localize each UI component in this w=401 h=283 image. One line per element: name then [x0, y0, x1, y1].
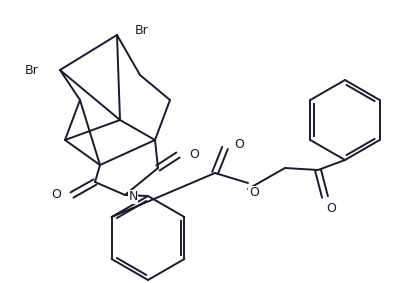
Text: O: O: [234, 138, 244, 151]
Text: O: O: [51, 188, 61, 201]
Text: Br: Br: [24, 63, 38, 76]
Text: Br: Br: [135, 23, 149, 37]
Text: O: O: [249, 186, 259, 200]
Text: N: N: [128, 190, 138, 203]
Text: O: O: [189, 149, 199, 162]
Text: O: O: [326, 203, 336, 215]
